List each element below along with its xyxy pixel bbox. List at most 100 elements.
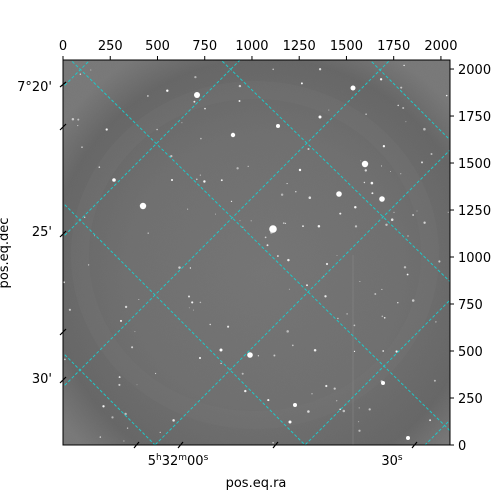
top-axis-tick-label: 2000 [424,39,457,54]
ra-tick-label-5h32m00s: 5h32m00s [148,453,209,469]
right-axis-tick-label: 1250 [458,204,491,219]
right-axis-tick-label: 500 [458,345,483,360]
star [423,127,426,131]
star [308,196,312,199]
star [79,73,82,75]
star [379,196,385,202]
star [111,416,114,419]
star [360,160,362,162]
top-axis-tick-label: 750 [192,39,217,54]
star [244,389,247,393]
star [342,409,346,413]
star [71,118,75,121]
star [346,313,348,315]
star [353,350,356,353]
star [105,128,108,131]
star [77,118,80,121]
star [155,372,157,375]
x-axis-title: pos.eq.ra [226,476,287,491]
grid-line [63,60,241,238]
right-axis-tick-label: 1750 [458,110,491,125]
star [429,419,432,422]
star [124,412,127,416]
star [187,295,191,298]
star [374,293,377,295]
star [395,350,398,353]
star [407,235,409,237]
star [215,213,216,215]
star [397,104,399,107]
star [318,68,322,71]
star [272,68,275,71]
coordinate-grid [63,60,450,445]
star [172,419,175,422]
star [159,431,161,434]
top-axis-tick-label: 1250 [283,39,316,54]
star [194,92,200,98]
star [325,262,329,266]
star [124,305,128,309]
dec-tick-label-25: 25' [32,225,52,240]
ra-tick-label-30s: 30s [381,453,403,469]
dec-axis: 7°20' 25' 30' [17,80,67,387]
star [200,137,202,140]
star [421,161,423,164]
star [370,181,374,185]
star [238,100,241,102]
top-axis-tick-label: 1500 [330,39,363,54]
star [382,350,385,352]
star [187,208,189,210]
star [298,168,302,172]
top-axis-tick-label: 500 [145,39,170,54]
star [288,288,290,290]
star [336,191,342,197]
star [350,85,356,91]
sky-image [63,60,450,445]
star [313,348,317,352]
star [318,115,322,119]
grid-line [69,60,450,432]
grid-line [220,60,450,283]
star [438,260,441,263]
grid-line [63,202,306,445]
star [266,244,269,247]
star [406,273,409,276]
star [188,307,190,309]
star [358,421,360,423]
star [194,75,197,79]
grid-line [63,60,391,388]
grid-line [63,352,156,445]
star [365,113,367,115]
star [131,346,134,349]
star [267,399,270,402]
star [361,160,369,168]
star [239,220,241,222]
star [270,231,273,234]
star [325,384,328,388]
star [382,145,386,148]
star [364,169,367,172]
star [102,405,105,408]
star [403,266,407,269]
right-axis-tick-label: 2000 [458,63,491,78]
y-axis-title: pos.eq.dec [0,218,12,289]
star [379,78,383,81]
star [381,288,383,290]
star [445,94,448,97]
star [433,379,436,382]
star [286,183,288,185]
star [273,354,276,357]
star [339,212,342,215]
star [390,218,394,221]
star [257,355,260,357]
star [147,232,149,234]
top-axis-tick-label: 0 [59,39,67,54]
star [405,121,407,123]
star [247,165,249,167]
star [393,211,395,214]
star [250,220,252,222]
star [358,429,361,432]
star [306,284,308,287]
star [118,383,121,386]
